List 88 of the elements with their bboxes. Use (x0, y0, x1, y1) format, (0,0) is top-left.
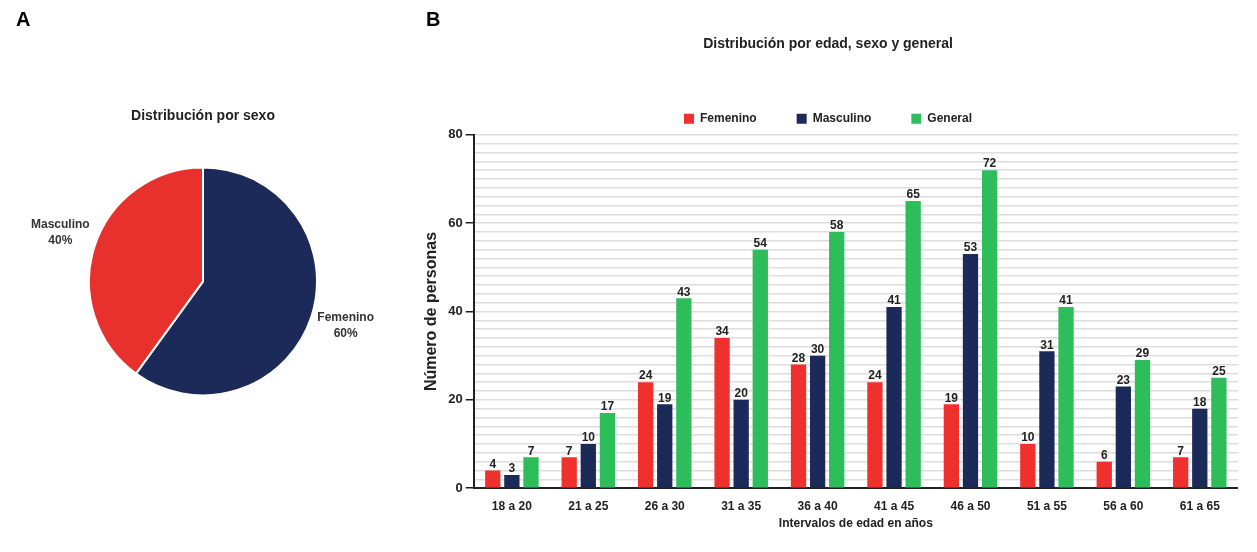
bar (523, 457, 539, 488)
y-tick-label: 20 (448, 391, 463, 407)
text: A (16, 8, 31, 31)
data-label: 7 (565, 443, 573, 458)
data-label: 3 (508, 461, 516, 476)
data-label: 24 (638, 368, 653, 383)
data-label: 19 (944, 390, 959, 405)
x-tick-label: 18 a 20 (491, 498, 533, 513)
data-label: 53 (963, 240, 978, 255)
data-label: 10 (1021, 430, 1035, 445)
legend-label: Femenino (699, 111, 757, 126)
text: B (426, 8, 441, 31)
data-label: 34 (715, 324, 730, 339)
x-tick-label: 26 a 30 (644, 498, 686, 513)
data-label: 29 (1135, 346, 1150, 361)
bar (1115, 386, 1131, 488)
chart-title: Distribución por edad, sexo y general (703, 35, 953, 52)
bar (809, 355, 826, 488)
bar (637, 382, 654, 488)
legend-label: Masculino (812, 111, 872, 126)
bar (962, 254, 979, 488)
data-label: 54 (753, 235, 768, 250)
data-label: 43 (677, 284, 691, 299)
data-label: 31 (1040, 337, 1054, 352)
y-tick-label: 40 (448, 303, 463, 319)
data-label: 19 (658, 390, 672, 405)
bar (657, 404, 673, 488)
data-label: 18 (1193, 395, 1207, 409)
x-tick-label: 61 a 65 (1179, 498, 1221, 513)
bar (733, 399, 749, 488)
bar (485, 470, 501, 488)
data-label: 58 (830, 218, 844, 233)
slice-label: Femenino (317, 309, 374, 324)
y-tick-label: 0 (455, 479, 463, 495)
bar (714, 338, 730, 488)
bar (561, 457, 577, 488)
data-label: 10 (581, 430, 596, 445)
bar (599, 413, 616, 488)
bar (752, 249, 768, 488)
bar (905, 201, 921, 488)
data-label: 65 (906, 187, 921, 202)
x-tick-label: 31 a 35 (721, 498, 762, 513)
y-tick-label: 80 (448, 126, 463, 142)
data-label: 23 (1116, 372, 1131, 387)
bar (886, 307, 902, 488)
data-label: 40% (48, 233, 73, 248)
data-label: 24 (868, 368, 882, 383)
data-label: 7 (527, 443, 535, 458)
x-tick-label: 56 a 60 (1103, 498, 1144, 513)
data-label: 20 (734, 386, 749, 401)
data-label: 30 (810, 341, 825, 356)
x-axis-title: Intervalos de edad en años (778, 516, 934, 531)
data-label: 41 (887, 293, 902, 308)
data-label: 60% (333, 325, 358, 340)
data-label: 72 (982, 156, 997, 171)
x-tick-label: 41 a 45 (874, 498, 915, 513)
bar (1096, 461, 1112, 488)
x-tick-label: 21 a 25 (568, 498, 609, 513)
y-axis-title: Número de personas (422, 231, 440, 392)
bar (1058, 307, 1074, 488)
chart-title: Distribución por sexo (131, 107, 275, 124)
bar (1134, 360, 1151, 488)
data-label: 41 (1059, 293, 1074, 308)
bar (943, 404, 960, 488)
legend-label: General (927, 111, 973, 126)
data-label: 4 (489, 456, 497, 471)
x-tick-label: 46 a 50 (950, 498, 991, 513)
x-tick-label: 36 a 40 (797, 498, 838, 513)
y-tick-label: 60 (448, 214, 463, 230)
data-label: 28 (791, 350, 806, 365)
bar (790, 364, 807, 488)
data-label: 6 (1100, 448, 1108, 463)
bar (981, 170, 998, 488)
slice-label: Masculino (31, 217, 90, 232)
bar (504, 474, 520, 488)
bar (1192, 408, 1208, 488)
x-tick-label: 51 a 55 (1026, 498, 1068, 513)
bar (1039, 351, 1055, 488)
data-label: 7 (1177, 443, 1185, 458)
bar (1211, 377, 1227, 488)
bar (1173, 457, 1189, 488)
data-label: 25 (1212, 364, 1226, 379)
bar (676, 298, 692, 488)
bar (580, 444, 596, 488)
bar (1020, 444, 1036, 488)
data-label: 17 (600, 399, 615, 414)
bar (867, 382, 883, 488)
bar (829, 231, 845, 488)
